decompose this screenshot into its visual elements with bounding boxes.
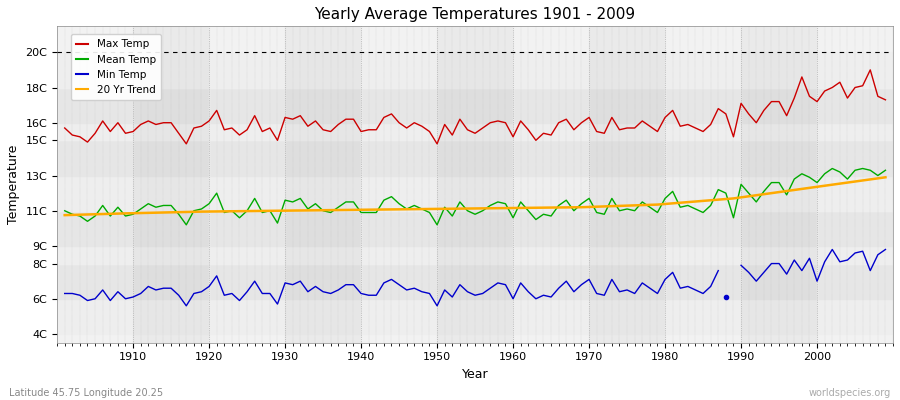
Bar [209, 26, 285, 343]
Bar [285, 26, 361, 343]
Bar [665, 26, 741, 343]
Bar [590, 26, 665, 343]
Text: worldspecies.org: worldspecies.org [809, 388, 891, 398]
Bar [57, 26, 133, 343]
Bar [57, 211, 893, 246]
X-axis label: Year: Year [462, 368, 489, 381]
Bar [133, 26, 209, 343]
Bar [57, 140, 893, 176]
Bar [437, 26, 513, 343]
Bar [741, 26, 817, 343]
Text: Latitude 45.75 Longitude 20.25: Latitude 45.75 Longitude 20.25 [9, 388, 163, 398]
Bar [57, 52, 893, 88]
Bar [57, 176, 893, 211]
Bar [57, 88, 893, 123]
Bar [57, 123, 893, 140]
Bar [361, 26, 437, 343]
Title: Yearly Average Temperatures 1901 - 2009: Yearly Average Temperatures 1901 - 2009 [314, 7, 635, 22]
Legend: Max Temp, Mean Temp, Min Temp, 20 Yr Trend: Max Temp, Mean Temp, Min Temp, 20 Yr Tre… [71, 34, 161, 100]
Bar [57, 246, 893, 264]
Y-axis label: Temperature: Temperature [7, 145, 20, 224]
Bar [817, 26, 893, 343]
Bar [513, 26, 590, 343]
Bar [57, 299, 893, 334]
Bar [57, 264, 893, 299]
